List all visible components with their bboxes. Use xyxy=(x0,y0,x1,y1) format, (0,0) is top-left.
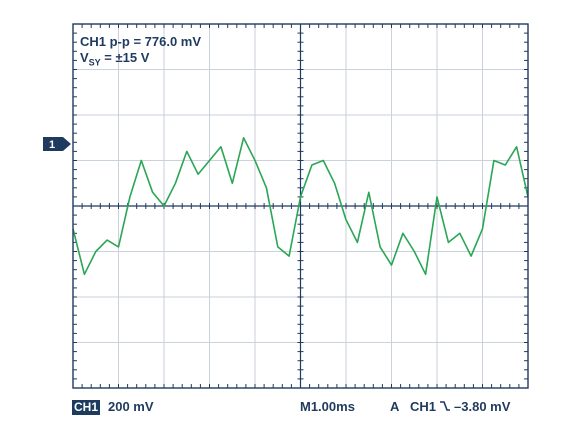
pp-measurement: CH1 p-p = 776.0 mV xyxy=(80,34,202,49)
timebase: M1.00ms xyxy=(300,399,355,414)
trigger-mode: A xyxy=(390,399,400,414)
supply-voltage-symbol: V xyxy=(80,50,89,65)
falling-edge-icon xyxy=(440,401,451,411)
trigger-readout: CH1 –3.80 mV xyxy=(410,399,510,414)
ch1-trace xyxy=(72,137,529,276)
trigger-level: –3.80 mV xyxy=(454,399,511,414)
channel-1-marker: 1 xyxy=(43,137,71,151)
channel-1-marker-label: 1 xyxy=(49,139,55,151)
trigger-channel: CH1 xyxy=(410,399,437,414)
channel-badge: CH1 xyxy=(72,400,101,415)
trace-layer xyxy=(72,137,529,276)
vertical-scale: 200 mV xyxy=(108,399,154,414)
supply-voltage-value: = ±15 V xyxy=(100,50,150,65)
supply-voltage-subscript: SY xyxy=(88,57,101,68)
plot-frame xyxy=(72,23,529,389)
supply-voltage-label: VSY = ±15 V xyxy=(80,50,149,71)
